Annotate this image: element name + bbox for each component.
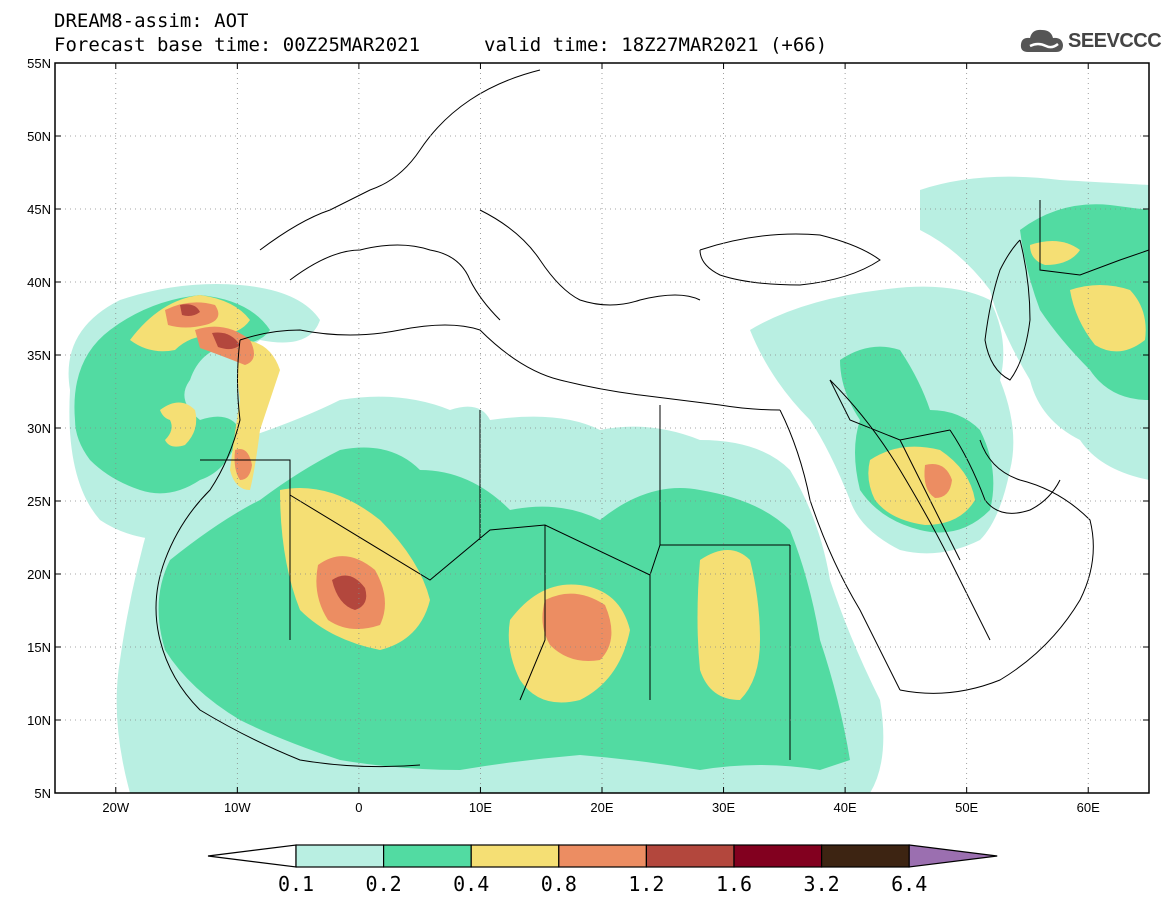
colorbar-label: 0.1 xyxy=(278,872,314,896)
lat-tick-label: 55N xyxy=(27,56,51,71)
lat-tick-label: 10N xyxy=(27,713,51,728)
colorbar-label: 1.2 xyxy=(628,872,664,896)
lon-tick-label: 0 xyxy=(355,800,362,815)
valid-time: valid time: 18Z27MAR2021 (+66) xyxy=(484,34,828,56)
colorbar-box xyxy=(470,844,560,868)
lat-tick-label: 50N xyxy=(27,129,51,144)
coastlines xyxy=(155,69,1149,768)
border-sahel xyxy=(289,495,791,760)
lat-tick-label: 30N xyxy=(27,421,51,436)
colorbar-label: 1.6 xyxy=(716,872,752,896)
coast-red-sea xyxy=(779,379,991,691)
lon-tick-label: 60E xyxy=(1077,800,1100,815)
colorbar-label: 0.4 xyxy=(453,872,489,896)
cloud-icon xyxy=(1020,29,1063,52)
colorbar-over-triangle xyxy=(908,844,998,868)
lon-tick-label: 50E xyxy=(955,800,978,815)
colorbar-label: 0.2 xyxy=(366,872,402,896)
contour-atlas-l5 xyxy=(212,332,240,350)
lat-tick-label: 5N xyxy=(34,786,51,801)
contour-spiral-l3 xyxy=(160,402,197,447)
border-central-asia xyxy=(1039,200,1149,276)
aot-contours xyxy=(68,176,1149,793)
lon-tick-label: 30E xyxy=(712,800,735,815)
lat-tick-label: 20N xyxy=(27,567,51,582)
contour-sahara-west-l4 xyxy=(234,449,252,480)
graticule xyxy=(55,63,1149,793)
coast-persian-gulf xyxy=(949,429,1061,514)
lon-tick-label: 20E xyxy=(590,800,613,815)
contour-atlantic-l5 xyxy=(180,304,200,316)
contour-arabia-l4 xyxy=(924,464,952,498)
seevccc-logo: SEEVCCC xyxy=(1018,24,1162,58)
lat-tick-label: 40N xyxy=(27,275,51,290)
lat-tick-label: 45N xyxy=(27,202,51,217)
coast-arabia xyxy=(899,439,1094,694)
colorbar-label: 0.8 xyxy=(541,872,577,896)
coast-west-africa xyxy=(155,339,421,768)
colorbar-label: 3.2 xyxy=(804,872,840,896)
lat-tick-label: 15N xyxy=(27,640,51,655)
colorbar-box xyxy=(820,844,910,868)
colorbar-under-triangle xyxy=(207,844,297,868)
colorbar: 0.1 0.2 0.4 0.8 1.2 1.6 3.2 6.4 xyxy=(207,844,998,896)
axis-ticks: 5N 10N 15N 20N 25N 30N 35N 40N 45N 50N 55N 20W 10W 0 1… xyxy=(27,56,1149,815)
colorbar-box xyxy=(383,844,472,868)
colorbar-box xyxy=(295,844,385,868)
lat-tick-label: 35N xyxy=(27,348,51,363)
lon-tick-label: 10E xyxy=(469,800,492,815)
contour-kazakh-l3 xyxy=(1030,241,1080,265)
lon-tick-label: 40E xyxy=(834,800,857,815)
forecast-base-time: Forecast base time: 00Z25MAR2021 xyxy=(54,34,421,56)
coast-north-africa xyxy=(239,324,781,411)
colorbar-box xyxy=(558,844,647,868)
contour-mali-l5 xyxy=(332,575,367,610)
coast-black-sea xyxy=(699,233,881,286)
coast-caspian xyxy=(984,239,1031,381)
colorbar-box xyxy=(645,844,735,868)
contour-casia-l3 xyxy=(1070,285,1146,352)
logo-text: SEEVCCC xyxy=(1068,30,1162,52)
coast-europe xyxy=(259,69,701,321)
colorbar-label: 6.4 xyxy=(891,872,927,896)
contour-arabia-l3 xyxy=(868,446,975,525)
colorbar-box xyxy=(733,844,823,868)
map-title: DREAM8-assim: AOT xyxy=(54,10,249,32)
contour-sudan-l3 xyxy=(697,550,760,700)
lon-tick-label: 10W xyxy=(224,800,251,815)
lon-tick-label: 20W xyxy=(102,800,129,815)
border-sahara xyxy=(200,459,790,581)
border-mideast xyxy=(829,379,961,561)
contour-chad-l4 xyxy=(542,593,612,661)
lat-tick-label: 25N xyxy=(27,494,51,509)
